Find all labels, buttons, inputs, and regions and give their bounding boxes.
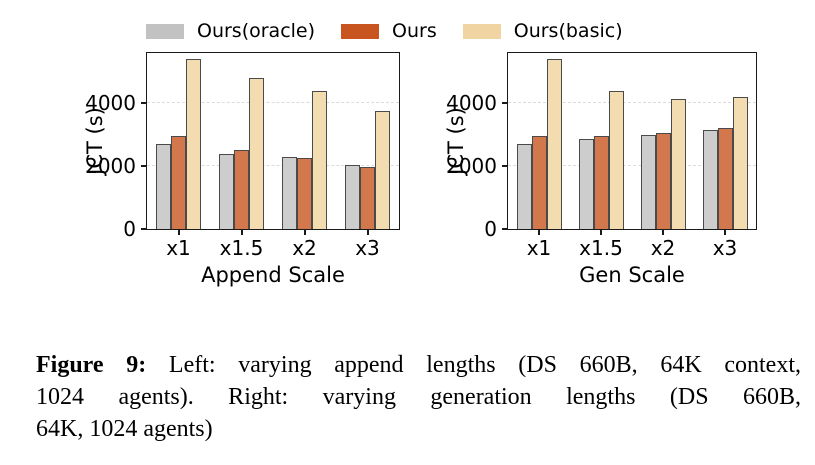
y-tick-label: 2000 <box>85 154 136 179</box>
bar-ours-basic-x1.5 <box>249 78 264 229</box>
x-tick-mark <box>303 229 306 235</box>
x-tick-label: x1 <box>166 236 191 260</box>
x-tick-mark <box>600 229 602 235</box>
bar-group-x2: x2 <box>273 53 336 258</box>
legend-item-ours: Ours <box>341 22 437 41</box>
gridline <box>508 102 756 104</box>
bar-ours-oracle-x2 <box>640 134 656 229</box>
x-tick-label: x1 <box>526 236 552 260</box>
legend-item-ours-oracle: Ours(oracle) <box>146 22 315 41</box>
y-tick-label: 0 <box>123 217 136 241</box>
caption-line-2: 1024 agents). Right: varying generation … <box>36 384 801 410</box>
legend-swatch-ours <box>341 24 380 39</box>
y-tick-label: 0 <box>484 217 497 241</box>
bar-ours-oracle-x1 <box>156 144 171 229</box>
x-tick-label: x2 <box>650 236 676 260</box>
bar-ours-oracle-x3 <box>702 130 718 229</box>
gridline <box>147 102 399 104</box>
bar-ours-x1.5 <box>234 150 249 229</box>
x-tick-mark <box>366 229 369 235</box>
x-axis-label: Gen Scale <box>579 263 685 287</box>
bar-group-x1.5: x1.5 <box>570 53 632 258</box>
y-tick-label: 4000 <box>85 91 136 116</box>
legend-swatch-ours-oracle <box>146 24 184 39</box>
x-tick-mark <box>662 229 664 235</box>
plot-area-gen-scale: JCT (s) Gen Scale 0 2000 4000 x1 x1.5 x2 x3 <box>445 52 757 286</box>
gridline <box>508 165 756 167</box>
bar-ours-x2 <box>297 158 312 229</box>
x-tick-mark <box>177 229 180 235</box>
bar-ours-x2 <box>655 133 671 229</box>
x-tick-mark <box>724 229 726 235</box>
bar-ours-oracle-x1.5 <box>578 139 594 229</box>
legend-swatch-ours-basic <box>462 24 501 39</box>
legend-label-ours-basic: Ours(basic) <box>513 20 623 42</box>
bar-ours-x1 <box>531 136 547 229</box>
x-tick-label: x3 <box>355 236 380 260</box>
bar-ours-basic-x1 <box>186 59 201 229</box>
caption-line-3: 64K, 1024 agents) <box>36 416 213 442</box>
y-tick-label: 4000 <box>446 91 497 116</box>
bar-ours-x3 <box>360 166 375 229</box>
chart-legend: Ours(oracle) Ours Ours(basic) <box>146 22 623 41</box>
gridline <box>147 165 399 167</box>
bar-ours-basic-x2 <box>670 98 686 229</box>
x-tick-mark <box>538 229 540 235</box>
y-tick-mark <box>502 102 508 105</box>
x-axis-label: Append Scale <box>201 263 345 287</box>
y-tick-mark <box>141 102 147 105</box>
caption-line-1-text: Left: varying append lengths (DS 660B, 6… <box>146 352 801 378</box>
plot-area-append-scale: JCT (s) Append Scale 0 2000 4000 x1 x1.5 x2 x3 <box>84 52 400 286</box>
y-tick-label: 2000 <box>446 154 497 179</box>
bar-group-x1: x1 <box>508 53 570 258</box>
x-tick-label: x3 <box>712 236 738 260</box>
bar-ours-basic-x3 <box>732 97 748 229</box>
bar-group-x3: x3 <box>336 53 399 258</box>
legend-label-ours-oracle: Ours(oracle) <box>197 20 316 42</box>
y-tick-mark <box>141 165 147 168</box>
bar-groups: x1 x1.5 x2 x3 <box>147 53 399 258</box>
x-tick-mark <box>240 229 243 235</box>
bar-group-x3: x3 <box>694 53 756 258</box>
bar-ours-x1.5 <box>593 136 609 229</box>
bar-group-x2: x2 <box>632 53 694 258</box>
legend-label-ours: Ours <box>392 20 437 42</box>
bar-ours-basic-x2 <box>312 90 327 229</box>
bar-ours-basic-x3 <box>375 111 390 229</box>
x-tick-label: x1.5 <box>219 236 264 260</box>
bar-groups: x1 x1.5 x2 x3 <box>508 53 756 258</box>
caption-line-1: Figure 9: Left: varying append lengths (… <box>36 349 801 381</box>
y-tick-mark <box>502 228 508 230</box>
bar-ours-x3 <box>717 128 733 229</box>
bar-ours-x1 <box>171 136 186 229</box>
bar-group-x1.5: x1.5 <box>210 53 273 258</box>
bar-ours-oracle-x1.5 <box>219 153 234 229</box>
bar-ours-basic-x1.5 <box>608 90 624 229</box>
y-tick-mark <box>141 228 147 230</box>
bar-group-x1: x1 <box>147 53 210 258</box>
bar-ours-basic-x1 <box>546 59 562 229</box>
figure-caption: Figure 9: Left: varying append lengths (… <box>36 349 801 445</box>
x-tick-label: x2 <box>292 236 317 260</box>
bar-ours-oracle-x1 <box>516 144 532 229</box>
bar-ours-oracle-x3 <box>345 164 360 229</box>
x-tick-label: x1.5 <box>579 236 623 260</box>
legend-item-ours-basic: Ours(basic) <box>462 20 623 42</box>
caption-figure-number: Figure 9: <box>36 352 147 378</box>
bar-ours-oracle-x2 <box>282 157 297 229</box>
y-tick-mark <box>502 165 508 168</box>
